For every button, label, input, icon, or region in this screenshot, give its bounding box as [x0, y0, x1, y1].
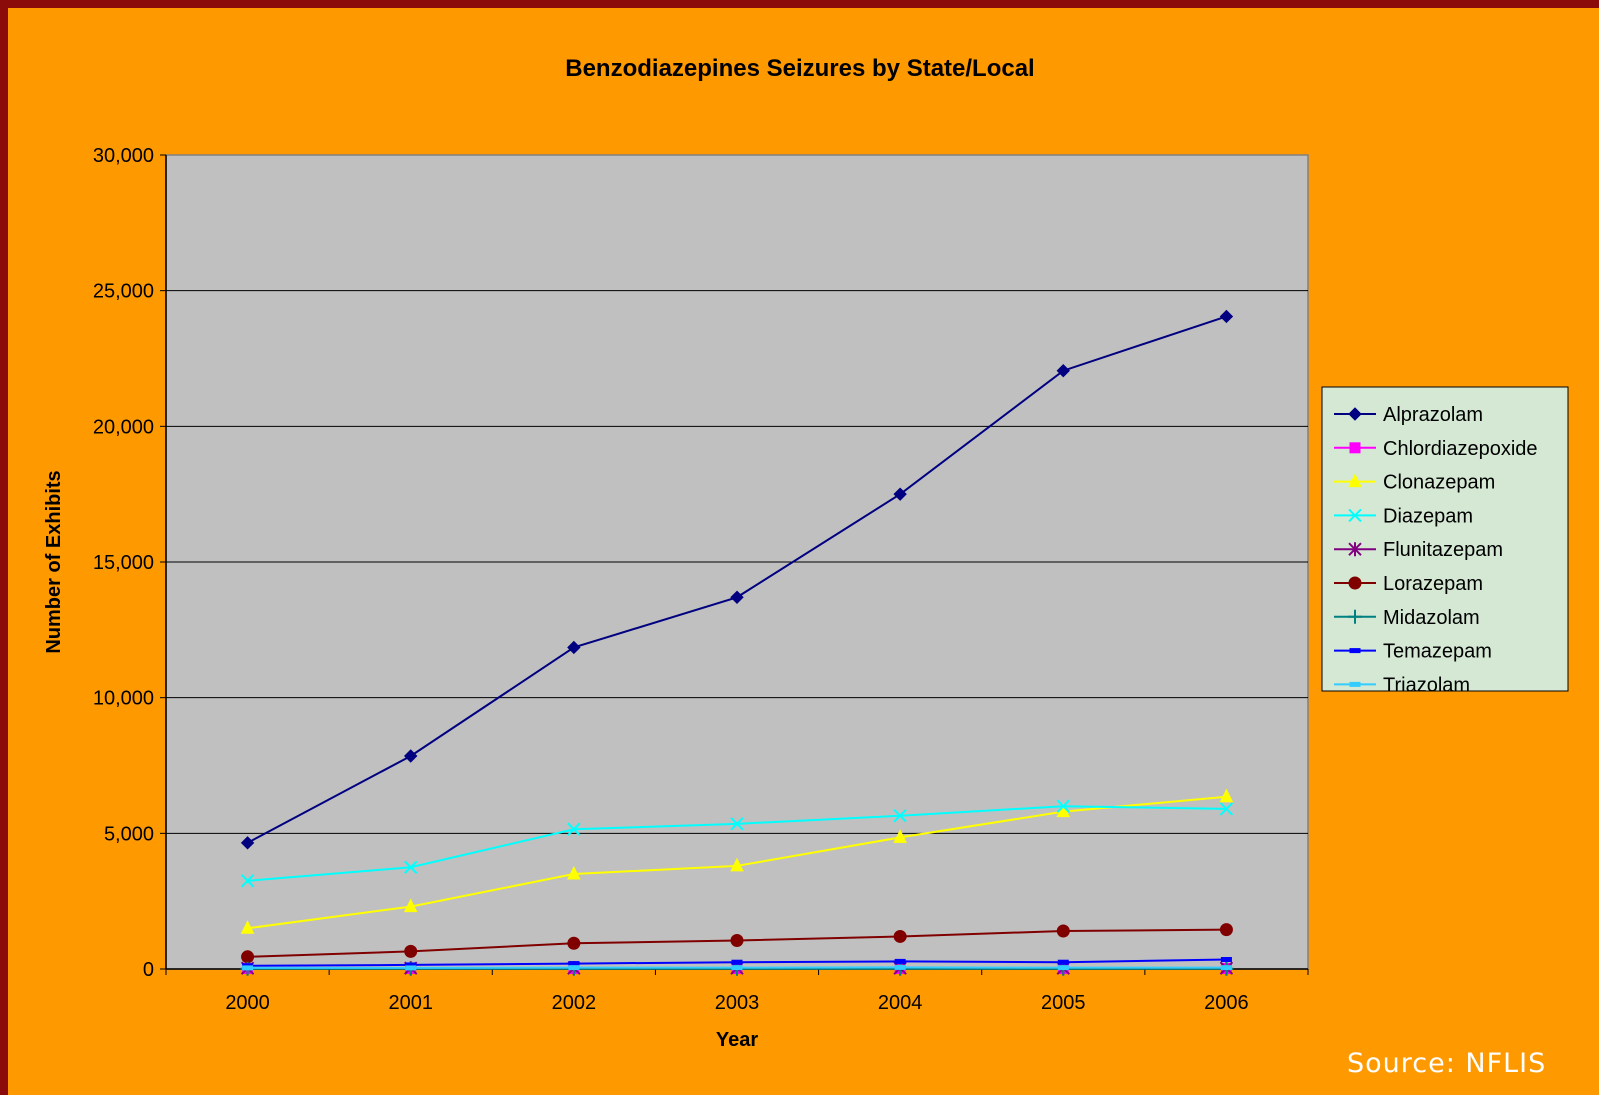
- data-point: [893, 929, 907, 943]
- data-point: [893, 487, 907, 501]
- data-point: [1056, 799, 1070, 813]
- data-point: [1056, 364, 1070, 378]
- data-point: [731, 965, 743, 971]
- series-diazepam: [240, 799, 1234, 888]
- y-axis-label: Number of Exhibits: [43, 470, 65, 653]
- slide-background: Benzodiazepines Seizures by State/Local …: [8, 8, 1599, 1095]
- legend-marker: [1348, 609, 1362, 624]
- data-point: [242, 965, 254, 971]
- data-point: [893, 808, 907, 823]
- data-point: [1219, 309, 1234, 324]
- x-tick-label: 2001: [388, 992, 433, 1014]
- legend-marker: [1348, 542, 1362, 557]
- y-tick-label: 5,000: [104, 823, 154, 845]
- y-tick-label: 30,000: [93, 145, 154, 167]
- data-point: [1219, 788, 1234, 803]
- legend-label: Lorazepam: [1383, 573, 1483, 595]
- legend-label: Chlordiazepoxide: [1383, 438, 1538, 460]
- legend-entry: Midazolam: [1334, 607, 1480, 629]
- data-point: [893, 829, 907, 843]
- chart-title: Benzodiazepines Seizures by State/Local: [565, 55, 1034, 82]
- data-point: [567, 822, 581, 836]
- data-point: [1219, 802, 1234, 816]
- data-point: [894, 958, 906, 964]
- legend-entry: Triazolam: [1334, 674, 1470, 696]
- data-point: [730, 590, 744, 604]
- data-point: [1220, 965, 1232, 971]
- data-point: [404, 860, 418, 874]
- gridlines: [166, 290, 1308, 834]
- legend-entry: Lorazepam: [1334, 573, 1483, 595]
- series-lorazepam: [241, 923, 1233, 964]
- legend-marker: [1348, 473, 1362, 488]
- legend-entry: Temazepam: [1334, 641, 1492, 663]
- source-note: Source: NFLIS: [1347, 1048, 1547, 1079]
- y-tick-label: 25,000: [93, 281, 154, 303]
- legend-label: Midazolam: [1383, 607, 1480, 629]
- data-point: [1056, 924, 1070, 938]
- legend-entry: Chlordiazepoxide: [1334, 438, 1538, 460]
- x-tick-label: 2005: [1041, 992, 1086, 1014]
- legend-marker: [1348, 508, 1362, 523]
- series-group: [240, 309, 1234, 976]
- data-point: [730, 817, 744, 831]
- data-point: [568, 965, 580, 971]
- data-point: [404, 749, 418, 763]
- legend-entry: Flunitazepam: [1334, 539, 1503, 561]
- data-point: [241, 950, 255, 964]
- data-point: [730, 857, 744, 872]
- line-chart: Benzodiazepines Seizures by State/Local …: [43, 55, 1569, 1051]
- y-tick-label: 20,000: [93, 416, 154, 438]
- legend-box: [1321, 386, 1569, 692]
- y-tick-label: 0: [143, 959, 154, 981]
- data-point: [894, 964, 906, 970]
- data-point: [240, 920, 255, 934]
- legend-marker: [1349, 442, 1361, 454]
- data-point: [404, 944, 418, 958]
- data-point: [1056, 803, 1071, 818]
- data-point: [240, 836, 255, 850]
- data-point: [567, 865, 581, 880]
- legend-entry: Diazepam: [1334, 505, 1473, 527]
- legend-label: Clonazepam: [1383, 472, 1495, 494]
- x-axis-label: Year: [716, 1029, 758, 1051]
- legend-label: Diazepam: [1383, 505, 1473, 527]
- data-point: [1220, 957, 1232, 963]
- data-point: [240, 874, 255, 888]
- x-tick-label: 2000: [225, 992, 270, 1014]
- data-point: [731, 959, 743, 965]
- legend-marker: [1348, 407, 1362, 421]
- data-point: [567, 640, 581, 655]
- x-tick-label: 2006: [1204, 992, 1249, 1014]
- data-point: [405, 965, 417, 971]
- data-point: [567, 936, 581, 950]
- data-point: [1057, 959, 1069, 965]
- data-point: [730, 934, 744, 948]
- series-alprazolam: [240, 309, 1234, 850]
- legend-label: Alprazolam: [1383, 404, 1483, 426]
- series-triazolam: [242, 964, 1232, 971]
- data-point: [403, 898, 418, 913]
- legend-label: Triazolam: [1383, 674, 1470, 696]
- y-tick-label: 15,000: [93, 552, 154, 574]
- series-clonazepam: [240, 788, 1234, 934]
- y-axis-ticks: 0 5,000 10,000 15,000 20,000 25,000 30,000: [93, 145, 166, 981]
- x-axis-ticks: 2000 2001 2002 2003 2004 2005 2006: [165, 969, 1309, 1014]
- legend-entry: Clonazepam: [1334, 472, 1495, 494]
- legend-label: Flunitazepam: [1383, 539, 1503, 561]
- legend-marker: [1349, 681, 1361, 687]
- x-tick-label: 2003: [715, 992, 760, 1014]
- data-point: [1057, 965, 1069, 971]
- legend-marker: [1348, 576, 1362, 590]
- x-tick-label: 2002: [552, 992, 597, 1014]
- data-point: [568, 961, 580, 967]
- legend-marker: [1349, 648, 1361, 654]
- y-tick-label: 10,000: [93, 688, 154, 710]
- data-point: [1219, 923, 1233, 937]
- legend-entry: Alprazolam: [1334, 404, 1483, 426]
- x-tick-label: 2004: [878, 992, 923, 1014]
- legend-label: Temazepam: [1383, 641, 1492, 663]
- legend: Alprazolam Chlordiazepoxide Clonazepam Diaz…: [1321, 386, 1569, 696]
